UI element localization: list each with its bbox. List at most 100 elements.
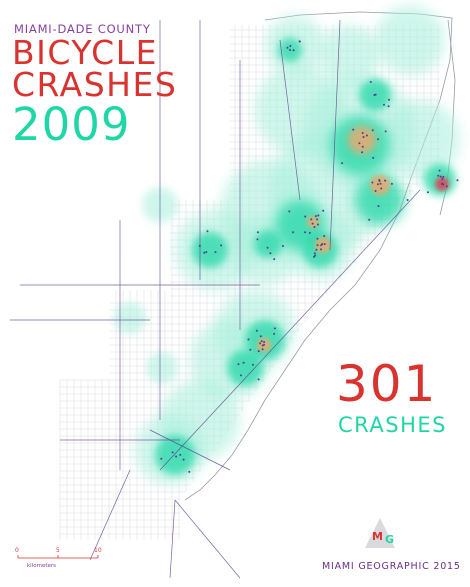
map-year: 2009 bbox=[12, 98, 131, 151]
scale-tick-5: 5 bbox=[56, 547, 60, 554]
crash-count-label: CRASHES bbox=[338, 413, 447, 437]
crash-point bbox=[384, 179, 387, 182]
crash-point bbox=[317, 223, 319, 226]
crash-point bbox=[266, 246, 269, 249]
crash-point bbox=[249, 348, 252, 351]
crash-point bbox=[308, 231, 311, 234]
crash-point bbox=[260, 340, 263, 343]
crash-point bbox=[377, 138, 379, 141]
crash-point bbox=[316, 237, 319, 240]
crash-point bbox=[371, 129, 374, 132]
crash-point bbox=[372, 156, 375, 159]
crash-point bbox=[256, 238, 259, 241]
density-blob bbox=[254, 230, 282, 258]
crash-point bbox=[311, 222, 314, 225]
crash-point bbox=[380, 187, 383, 190]
crash-point bbox=[316, 244, 319, 247]
density-blob bbox=[227, 350, 263, 386]
crash-point bbox=[368, 218, 371, 221]
crash-point bbox=[188, 470, 191, 473]
density-blob bbox=[192, 232, 228, 268]
map-subtitle: MIAMI-DADE COUNTY bbox=[14, 22, 151, 36]
scale-bar bbox=[17, 555, 99, 559]
logo-letter-g: G bbox=[385, 533, 395, 546]
crash-point bbox=[362, 136, 365, 138]
crash-point bbox=[252, 363, 254, 366]
crash-point bbox=[282, 245, 284, 247]
crash-point bbox=[203, 251, 206, 254]
crash-point bbox=[437, 174, 440, 177]
crash-point bbox=[445, 185, 448, 188]
scale-tick-0: 0 bbox=[15, 547, 19, 554]
crash-point bbox=[214, 251, 217, 254]
triangle-logo-icon bbox=[365, 518, 395, 548]
crash-point bbox=[377, 205, 380, 208]
scale-unit: kilometers bbox=[27, 563, 57, 569]
crash-point bbox=[261, 348, 264, 351]
crash-point bbox=[442, 176, 445, 178]
crash-point bbox=[313, 226, 316, 228]
crash-point bbox=[206, 230, 209, 233]
density-blob bbox=[380, 100, 460, 180]
crash-point bbox=[255, 329, 258, 332]
map-title-line2: CRASHES bbox=[12, 65, 178, 104]
crash-point bbox=[288, 210, 291, 213]
crash-point bbox=[371, 181, 374, 184]
crash-point bbox=[387, 105, 390, 108]
density-blob bbox=[320, 25, 380, 85]
logo-letter-m: M bbox=[372, 530, 383, 543]
crash-point bbox=[292, 49, 295, 52]
crash-point bbox=[374, 190, 377, 192]
crash-point bbox=[259, 335, 262, 338]
crash-point bbox=[171, 451, 174, 454]
crash-point bbox=[384, 130, 387, 133]
crash-point bbox=[320, 244, 323, 247]
density-blob bbox=[370, 175, 390, 195]
crash-point bbox=[292, 231, 294, 234]
crash-point bbox=[361, 132, 364, 134]
crash-point bbox=[247, 338, 250, 341]
credit-text: MIAMI GEOGRAPHIC 2015 bbox=[322, 561, 461, 572]
crash-point bbox=[257, 378, 260, 381]
crash-point bbox=[242, 361, 245, 364]
crash-point bbox=[358, 142, 361, 145]
crash-point bbox=[374, 93, 377, 96]
crash-point bbox=[323, 243, 326, 246]
crash-point bbox=[304, 231, 307, 234]
crash-density-layer bbox=[114, 5, 460, 485]
crash-point bbox=[426, 191, 429, 194]
crash-point bbox=[269, 252, 272, 255]
crash-point bbox=[341, 162, 344, 165]
crash-point bbox=[263, 341, 266, 343]
crash-point bbox=[316, 218, 319, 221]
crash-point bbox=[322, 209, 325, 212]
crash-point bbox=[286, 46, 289, 49]
crash-point bbox=[237, 363, 240, 366]
crash-point bbox=[438, 169, 441, 172]
crash-point bbox=[390, 182, 393, 185]
crash-point bbox=[263, 343, 265, 346]
density-blob bbox=[355, 175, 405, 225]
crash-point bbox=[313, 255, 315, 258]
crash-point bbox=[320, 248, 322, 251]
crash-point bbox=[441, 183, 444, 185]
crash-point bbox=[273, 327, 276, 330]
crash-point bbox=[456, 179, 459, 182]
crash-point bbox=[179, 453, 182, 456]
crash-point bbox=[175, 455, 178, 458]
crash-point bbox=[317, 214, 320, 217]
crash-point bbox=[273, 258, 276, 261]
density-blob bbox=[375, 5, 445, 75]
crash-point bbox=[289, 49, 291, 51]
scale-tick-10: 10 bbox=[94, 547, 102, 554]
density-blob bbox=[114, 302, 146, 334]
crash-point bbox=[257, 350, 260, 353]
crash-point bbox=[198, 244, 201, 247]
crash-point bbox=[310, 218, 313, 221]
crash-points bbox=[160, 40, 459, 473]
crash-point bbox=[289, 45, 292, 47]
crash-point bbox=[304, 215, 307, 218]
crash-point bbox=[352, 128, 355, 131]
crash-point bbox=[361, 145, 364, 148]
